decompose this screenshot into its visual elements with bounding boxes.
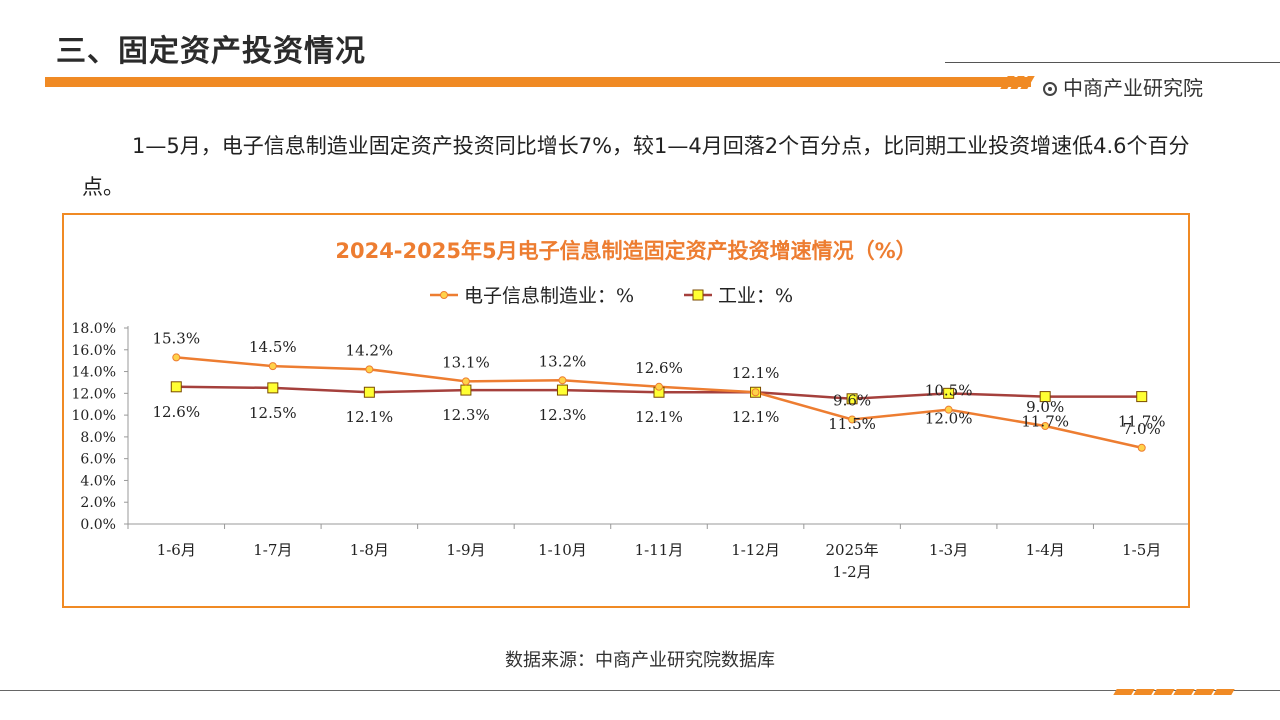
industry-data-label: 12.3% bbox=[539, 406, 587, 424]
y-tick-label: 8.0% bbox=[80, 430, 116, 446]
industry-point bbox=[363, 386, 375, 398]
summary-paragraph: 1—5月，电子信息制造业固定资产投资同比增长7%，较1—4月回落2个百分点，比同… bbox=[82, 134, 1190, 199]
header-slash-decoration bbox=[1000, 74, 1035, 93]
y-tick-label: 12.0% bbox=[72, 386, 116, 402]
x-tick-label: 1-12月 bbox=[731, 541, 780, 559]
page-title: 三、固定资产投资情况 bbox=[56, 34, 366, 69]
electronics-data-label: 15.3% bbox=[152, 329, 200, 347]
electronics-point bbox=[751, 388, 760, 397]
electronics-data-label: 9.0% bbox=[1026, 398, 1064, 416]
x-tick-label: 1-11月 bbox=[635, 541, 684, 559]
electronics-data-label: 13.1% bbox=[442, 353, 490, 371]
electronics-point bbox=[172, 353, 181, 362]
y-tick-label: 0.0% bbox=[80, 517, 116, 533]
brand-dot-icon bbox=[1043, 82, 1057, 96]
industry-point bbox=[1136, 391, 1148, 403]
data-source: 数据来源：中商产业研究院数据库 bbox=[505, 650, 775, 671]
industry-data-label: 12.1% bbox=[346, 408, 394, 426]
x-tick-label: 1-8月 bbox=[350, 541, 389, 559]
line-chart: 2024-2025年5月电子信息制造固定资产投资增速情况（%） 电子信息制造业：%… bbox=[72, 239, 1188, 581]
x-tick-label: 1-10月 bbox=[538, 541, 587, 559]
industry-point bbox=[460, 384, 472, 396]
electronics-point bbox=[1137, 443, 1146, 452]
industry-data-label: 12.6% bbox=[152, 403, 200, 421]
electronics-point bbox=[848, 415, 857, 424]
y-tick-label: 6.0% bbox=[80, 452, 116, 468]
electronics-point bbox=[365, 365, 374, 374]
y-tick-label: 18.0% bbox=[72, 321, 116, 337]
x-tick-label: 1-4月 bbox=[1026, 541, 1065, 559]
brand-name: 中商产业研究院 bbox=[1063, 76, 1203, 100]
x-tick-label: 2025年 bbox=[825, 541, 878, 559]
x-tick-label: 1-3月 bbox=[929, 541, 968, 559]
industry-data-label: 12.5% bbox=[249, 404, 297, 422]
electronics-data-label: 14.5% bbox=[249, 338, 297, 356]
x-tick-label: 1-5月 bbox=[1122, 541, 1161, 559]
footer-decoration bbox=[1113, 680, 1235, 699]
industry-data-label: 12.0% bbox=[925, 409, 973, 427]
x-tick-label: 1-9月 bbox=[446, 541, 485, 559]
electronics-point bbox=[1041, 422, 1050, 430]
electronics-point bbox=[558, 376, 567, 385]
industry-data-label: 11.7% bbox=[1021, 413, 1069, 431]
industry-point bbox=[1039, 391, 1051, 403]
industry-data-label: 12.1% bbox=[732, 408, 780, 426]
industry-data-label: 11.7% bbox=[1118, 413, 1166, 431]
electronics-data-label: 13.2% bbox=[539, 352, 587, 370]
electronics-point bbox=[655, 382, 663, 391]
electronics-data-label: 10.5% bbox=[925, 382, 973, 400]
legend-marker-2 bbox=[692, 289, 704, 301]
legend-label-2: 工业：% bbox=[718, 285, 793, 307]
electronics-data-label: 12.1% bbox=[732, 364, 780, 382]
chart-container: 2024-2025年5月电子信息制造固定资产投资增速情况（%） 电子信息制造业：%… bbox=[62, 213, 1190, 608]
industry-data-label: 12.3% bbox=[442, 406, 490, 424]
electronics-point bbox=[944, 405, 953, 414]
y-tick-label: 16.0% bbox=[72, 343, 116, 359]
electronics-point bbox=[461, 377, 470, 386]
y-tick-label: 10.0% bbox=[72, 408, 116, 424]
electronics-data-label: 14.2% bbox=[346, 341, 394, 359]
electronics-data-label: 12.6% bbox=[635, 359, 683, 377]
x-tick-label: 1-6月 bbox=[157, 541, 196, 559]
y-tick-label: 2.0% bbox=[80, 495, 116, 511]
industry-point bbox=[170, 381, 182, 393]
y-tick-label: 4.0% bbox=[80, 473, 116, 489]
legend-label-1: 电子信息制造业：% bbox=[464, 285, 634, 307]
y-tick-label: 14.0% bbox=[72, 365, 116, 381]
chart-title: 2024-2025年5月电子信息制造固定资产投资增速情况（%） bbox=[335, 239, 916, 263]
industry-point bbox=[267, 382, 279, 394]
brand-logo: 中商产业研究院 bbox=[1043, 72, 1203, 101]
legend-marker-1 bbox=[440, 291, 448, 299]
industry-data-label: 11.5% bbox=[828, 415, 876, 433]
title-underline-bar bbox=[45, 77, 1031, 87]
electronics-data-label: 9.6% bbox=[833, 391, 871, 409]
x-tick-label: 1-2月 bbox=[833, 563, 872, 581]
header-rule bbox=[945, 62, 1280, 63]
electronics-data-label: 7.0% bbox=[1123, 420, 1161, 438]
electronics-point bbox=[268, 362, 277, 371]
x-tick-label: 1-7月 bbox=[253, 541, 292, 559]
industry-point bbox=[846, 393, 858, 405]
footer-rule bbox=[0, 690, 1280, 691]
industry-point bbox=[556, 384, 568, 396]
industry-data-label: 12.1% bbox=[635, 408, 683, 426]
industry-point bbox=[943, 387, 955, 399]
